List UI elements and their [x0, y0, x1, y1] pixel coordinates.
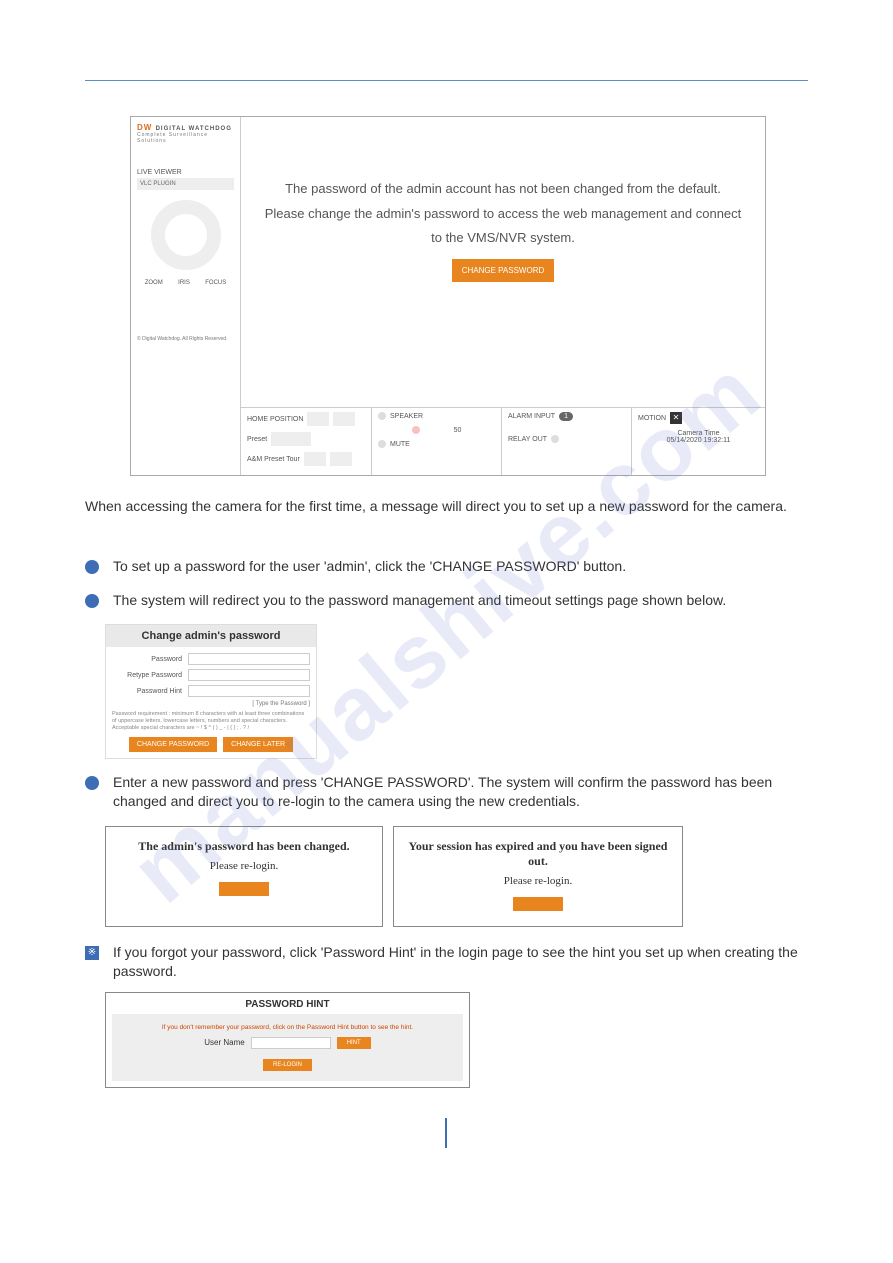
ptz-ring[interactable] — [151, 200, 221, 270]
hint-title: PASSWORD HINT — [112, 999, 463, 1010]
preset-label: Preset — [247, 436, 267, 443]
home-btn2[interactable] — [333, 412, 355, 426]
tour-btn2[interactable] — [330, 452, 352, 466]
home-position-cell: HOME POSITION Preset A&M Preset Tour — [241, 408, 371, 475]
plugin-select[interactable]: VLC PLUGIN — [137, 178, 234, 190]
section-rule — [85, 80, 808, 81]
bullet-3: Enter a new password and press 'CHANGE P… — [85, 773, 808, 812]
speaker-value: 50 — [454, 427, 462, 434]
camera-time: Camera Time 05/14/2020 19:32:11 — [638, 430, 759, 444]
motion-label: MOTION — [638, 415, 666, 422]
password-input[interactable] — [188, 653, 310, 665]
preset-select[interactable] — [271, 432, 311, 446]
hint-red-text: If you don't remember your password, cli… — [122, 1024, 453, 1031]
change-password-screenshot: Change admin's password Password Retype … — [105, 624, 317, 758]
hint-label: Password Hint — [112, 688, 182, 695]
bullet-dot-icon — [85, 560, 99, 574]
username-label: User Name — [204, 1038, 244, 1047]
hint-input[interactable] — [188, 685, 310, 697]
logo-mark: DW — [137, 123, 152, 132]
password-message: The password of the admin account has no… — [241, 117, 765, 407]
note-text: If you forgot your password, click 'Pass… — [113, 943, 808, 982]
relogin2-line2: Please re-login. — [404, 875, 672, 887]
main-screenshot: DW DIGITAL WATCHDOG Complete Surveillanc… — [130, 116, 766, 476]
main-area: The password of the admin account has no… — [241, 117, 765, 475]
alarm-badge: 1 — [559, 412, 573, 421]
password-hint-screenshot: PASSWORD HINT If you don't remember your… — [105, 992, 470, 1088]
retype-label: Retype Password — [112, 672, 182, 679]
cps-change-button[interactable]: CHANGE PASSWORD — [129, 737, 217, 752]
logo-tagline: Complete Surveillance Solutions — [137, 132, 234, 144]
relay-out-label: RELAY OUT — [508, 436, 547, 443]
mute-label: MUTE — [390, 441, 410, 448]
bullet-dot-icon — [85, 594, 99, 608]
mute-radio[interactable] — [378, 440, 386, 448]
retype-input[interactable] — [188, 669, 310, 681]
speaker-cell: SPEAKER 50 MUTE — [371, 408, 501, 475]
bottom-panel: HOME POSITION Preset A&M Preset Tour SPE… — [241, 407, 765, 475]
volume-dot[interactable] — [412, 426, 420, 434]
relogin2-button[interactable] — [513, 897, 563, 911]
speaker-radio[interactable] — [378, 412, 386, 420]
relogin-shot-1: The admin's password has been changed. P… — [105, 826, 383, 927]
note-row: ※ If you forgot your password, click 'Pa… — [85, 943, 808, 982]
live-viewer-label: LIVE VIEWER — [137, 169, 234, 176]
msg-line1: The password of the admin account has no… — [259, 177, 747, 202]
alarm-input-label: ALARM INPUT — [508, 413, 555, 420]
zoom-label: ZOOM — [145, 280, 163, 286]
relogin1-line2: Please re-login. — [116, 860, 372, 872]
cps-later-button[interactable]: CHANGE LATER — [223, 737, 293, 752]
msg-line2: Please change the admin's password to ac… — [259, 202, 747, 251]
hint-button[interactable]: HINT — [337, 1037, 371, 1049]
relogin2-line1: Your session has expired and you have be… — [404, 839, 672, 869]
sidebar: DW DIGITAL WATCHDOG Complete Surveillanc… — [131, 117, 241, 475]
intro-text: When accessing the camera for the first … — [85, 496, 808, 517]
relogin1-button[interactable] — [219, 882, 269, 896]
bullet-1: To set up a password for the user 'admin… — [85, 557, 808, 577]
home-position-label: HOME POSITION — [247, 416, 303, 423]
alarm-cell: ALARM INPUT 1 RELAY OUT — [501, 408, 631, 475]
bullet-2: The system will redirect you to the pass… — [85, 591, 808, 611]
focus-label: FOCUS — [205, 280, 226, 286]
relogin-screenshots: The admin's password has been changed. P… — [105, 826, 808, 927]
password-label: Password — [112, 656, 182, 663]
preset-tour-label: A&M Preset Tour — [247, 456, 300, 463]
home-btn1[interactable] — [307, 412, 329, 426]
bullet-3-text: Enter a new password and press 'CHANGE P… — [113, 773, 808, 812]
relogin-shot-2: Your session has expired and you have be… — [393, 826, 683, 927]
zif-labels: ZOOM IRIS FOCUS — [137, 280, 234, 286]
bullet-dot-icon — [85, 776, 99, 790]
note-icon: ※ — [85, 946, 99, 960]
cps-title: Change admin's password — [106, 625, 316, 647]
copyright: © Digital Watchdog. All Rights Reserved. — [137, 336, 234, 342]
logo: DW DIGITAL WATCHDOG — [137, 123, 234, 132]
hint-prompt: [ Type the Password ] — [112, 701, 310, 707]
cam-time-label: Camera Time — [638, 430, 759, 437]
iris-label: IRIS — [178, 280, 190, 286]
speaker-label: SPEAKER — [390, 413, 423, 420]
change-password-button[interactable]: CHANGE PASSWORD — [452, 259, 555, 282]
footer-mark — [445, 1118, 447, 1148]
tour-btn1[interactable] — [304, 452, 326, 466]
motion-icon: ✕ — [670, 412, 682, 424]
username-input[interactable] — [251, 1037, 331, 1049]
bullet-list: To set up a password for the user 'admin… — [85, 557, 808, 610]
bullet-1-text: To set up a password for the user 'admin… — [113, 557, 808, 577]
bullet-2-text: The system will redirect you to the pass… — [113, 591, 808, 611]
motion-cell: MOTION ✕ Camera Time 05/14/2020 19:32:11 — [631, 408, 765, 475]
cam-time-value: 05/14/2020 19:32:11 — [638, 437, 759, 444]
hint-relogin-button[interactable]: RE-LOGIN — [263, 1059, 312, 1071]
password-requirements: Password requirement : minimum 8 charact… — [112, 711, 310, 732]
relay-toggle[interactable] — [551, 435, 559, 443]
relogin1-line1: The admin's password has been changed. — [116, 839, 372, 854]
